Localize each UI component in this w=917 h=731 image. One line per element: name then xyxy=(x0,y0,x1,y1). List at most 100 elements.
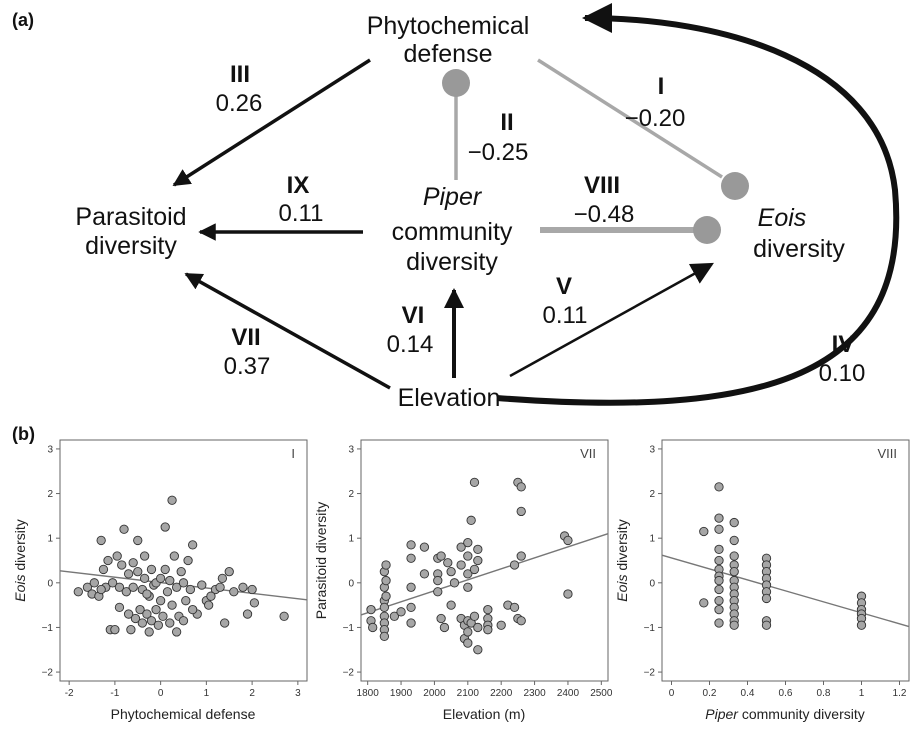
data-point xyxy=(483,625,493,635)
y-tick-label: 3 xyxy=(649,444,655,455)
data-point xyxy=(114,602,125,613)
data-point xyxy=(509,602,520,613)
data-point xyxy=(142,589,152,599)
x-tick-label: 2300 xyxy=(523,688,546,699)
data-point xyxy=(217,573,228,584)
data-point xyxy=(128,582,138,592)
data-point xyxy=(456,560,466,570)
data-point xyxy=(419,542,430,552)
data-point xyxy=(714,575,724,586)
data-point xyxy=(146,616,157,626)
data-point xyxy=(178,616,189,626)
x-tick-label: 0.8 xyxy=(817,688,831,699)
data-point xyxy=(433,587,443,597)
path-IV: IV 0.10 xyxy=(496,3,900,406)
path-VII-roman: VII xyxy=(231,324,260,351)
x-tick-label: 1 xyxy=(859,688,865,699)
data-point xyxy=(496,620,506,630)
data-point xyxy=(729,551,739,561)
y-tick-label: 2 xyxy=(348,489,354,500)
data-point xyxy=(215,582,225,592)
y-axis-label: Eois diversity xyxy=(12,519,28,601)
path-I-coef: −0.20 xyxy=(625,105,686,132)
data-point xyxy=(714,513,724,523)
data-point xyxy=(516,551,526,561)
path-I: I −0.20 xyxy=(537,58,749,200)
data-point xyxy=(155,573,166,584)
x-axis-label: Piper community diversity xyxy=(705,706,865,722)
data-point xyxy=(381,575,391,586)
data-point xyxy=(714,618,724,628)
data-point xyxy=(135,604,145,615)
x-tick-label: 2200 xyxy=(490,688,513,699)
data-point xyxy=(473,544,483,554)
panel-a-label: (a) xyxy=(12,10,34,30)
path-V-roman: V xyxy=(556,273,572,300)
data-point xyxy=(714,524,724,534)
data-point xyxy=(133,567,143,577)
data-point xyxy=(406,553,416,563)
data-point xyxy=(761,620,772,630)
path-VII-coef: 0.37 xyxy=(224,353,271,380)
data-point xyxy=(171,582,182,592)
data-point xyxy=(406,602,416,613)
data-point xyxy=(449,578,460,588)
path-V-coef: 0.11 xyxy=(543,302,588,329)
data-point xyxy=(117,560,127,570)
path-VIII-coef: −0.48 xyxy=(574,201,635,228)
data-point xyxy=(167,600,177,610)
data-point xyxy=(171,627,182,637)
data-point xyxy=(463,551,473,561)
data-point xyxy=(463,582,473,592)
path-IX-coef: 0.11 xyxy=(279,200,324,227)
y-tick-label: −2 xyxy=(42,668,54,679)
x-tick-label: 0 xyxy=(158,688,164,699)
data-point xyxy=(183,555,193,566)
y-axis-label: Parasitoid diversity xyxy=(313,502,329,620)
data-point xyxy=(714,544,724,554)
data-point xyxy=(181,596,191,606)
data-point xyxy=(82,582,93,592)
x-tick-label: 0 xyxy=(669,688,675,699)
data-point xyxy=(729,535,739,546)
data-point xyxy=(463,537,473,548)
node-piper-line3: diversity xyxy=(406,248,498,276)
data-point xyxy=(699,526,709,537)
data-point xyxy=(178,578,189,588)
scatter-plot-VII: 1800 1900 2000 2100 2200 2300 2400 2500 −2 −1 0 1 2 3… xyxy=(313,439,613,722)
data-point xyxy=(368,622,378,633)
data-point xyxy=(516,482,526,492)
path-I-roman: I xyxy=(658,73,665,100)
data-point xyxy=(155,596,166,606)
path-VI-coef: 0.14 xyxy=(387,331,434,358)
data-point xyxy=(473,645,483,655)
trend-line xyxy=(360,533,609,616)
data-point xyxy=(381,560,391,570)
x-tick-label: 2 xyxy=(249,688,255,699)
data-point xyxy=(238,582,248,592)
data-point xyxy=(169,551,180,561)
path-II-coef: −0.25 xyxy=(468,139,529,166)
data-point xyxy=(379,602,390,613)
y-tick-label: 3 xyxy=(47,444,53,455)
path-VII: VII 0.37 xyxy=(184,272,391,390)
x-tick-label: 2000 xyxy=(423,688,446,699)
y-tick-label: 1 xyxy=(47,534,53,545)
data-point xyxy=(158,611,168,621)
data-point xyxy=(433,575,443,586)
path-VIII-roman: VIII xyxy=(584,172,620,199)
data-point xyxy=(139,573,150,584)
data-point xyxy=(144,627,154,637)
y-tick-label: −1 xyxy=(343,623,355,634)
trend-line xyxy=(661,554,910,628)
y-tick-label: −1 xyxy=(42,623,54,634)
path-V: V 0.11 xyxy=(509,262,714,378)
data-point xyxy=(103,555,113,566)
path-II-endpoint xyxy=(442,69,470,97)
data-point xyxy=(224,567,234,577)
data-point xyxy=(142,609,152,619)
data-point xyxy=(98,564,109,575)
panel-tag: I xyxy=(291,446,295,461)
